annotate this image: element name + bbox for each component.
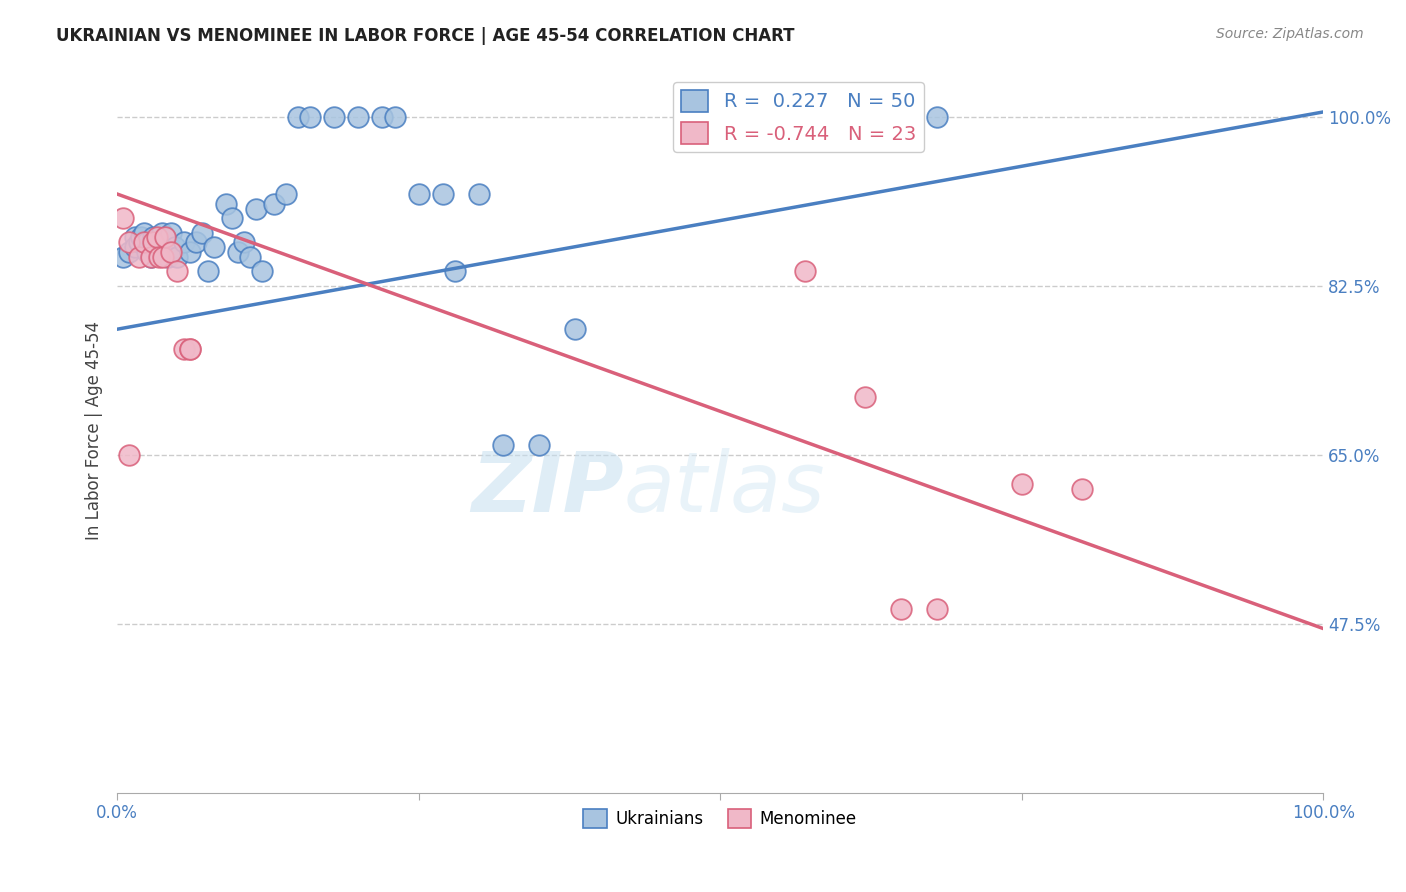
Point [142,235,165,250]
Point [155,230,177,244]
Point [239,250,262,264]
Text: Source: ZipAtlas.com: Source: ZipAtlas.com [1216,27,1364,41]
Point [150,226,173,240]
Point [299,110,322,124]
Point [232,235,254,250]
Point [190,226,212,240]
Point [166,250,188,264]
Text: atlas: atlas [624,448,825,529]
Point [136,244,159,259]
Point [173,235,195,250]
Point [1071,482,1094,496]
Point [146,230,169,244]
Point [128,235,150,250]
Point [245,202,267,216]
Point [165,240,187,254]
Point [112,250,135,264]
Legend: Ukrainians, Menominee: Ukrainians, Menominee [576,803,863,835]
Point [124,230,146,244]
Point [160,244,183,259]
Point [160,226,183,240]
Point [173,342,195,356]
Point [890,602,912,616]
Text: ZIP: ZIP [471,448,624,529]
Point [142,240,165,254]
Point [197,264,219,278]
Point [927,602,949,616]
Point [124,240,146,254]
Point [118,244,141,259]
Point [250,264,273,278]
Point [384,110,406,124]
Point [444,264,467,278]
Point [148,250,170,264]
Point [226,244,249,259]
Point [128,250,150,264]
Text: UKRAINIAN VS MENOMINEE IN LABOR FORCE | AGE 45-54 CORRELATION CHART: UKRAINIAN VS MENOMINEE IN LABOR FORCE | … [56,27,794,45]
Point [529,438,551,452]
Point [432,187,454,202]
Point [347,110,370,124]
Point [139,250,162,264]
Point [132,235,155,250]
Point [1011,476,1033,491]
Point [179,342,201,356]
Point [853,390,876,404]
Point [221,211,243,226]
Point [274,187,297,202]
Point [142,230,165,244]
Y-axis label: In Labor Force | Age 45-54: In Labor Force | Age 45-54 [86,321,103,540]
Point [408,187,430,202]
Point [215,196,238,211]
Point [323,110,346,124]
Point [179,244,201,259]
Point [148,240,170,254]
Point [146,235,169,250]
Point [131,230,153,244]
Point [564,322,586,336]
Point [371,110,394,124]
Point [156,250,179,264]
Point [166,264,188,278]
Point [155,230,177,244]
Point [118,448,141,462]
Point [263,196,285,211]
Point [793,264,815,278]
Point [139,250,162,264]
Point [184,235,207,250]
Point [468,187,491,202]
Point [152,250,174,264]
Point [202,240,225,254]
Point [287,110,309,124]
Point [145,244,167,259]
Point [179,342,201,356]
Point [492,438,515,452]
Point [927,110,949,124]
Point [118,235,141,250]
Point [136,235,159,250]
Point [132,226,155,240]
Point [112,211,135,226]
